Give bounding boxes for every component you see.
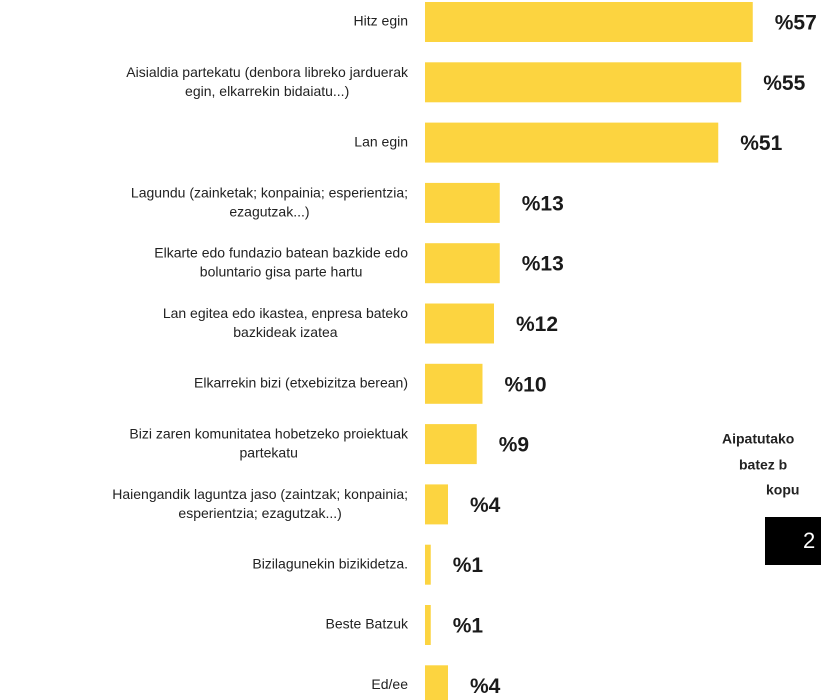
annotation-line: Aipatutako xyxy=(722,431,794,447)
category-label: Lan egitea edo ikastea, enpresa bateko ba… xyxy=(163,305,408,340)
category-label: Haiengandik laguntza jaso (zaintzak; kon… xyxy=(112,486,408,521)
bar xyxy=(425,363,483,404)
category-label: Bizilagunekin bizikidetza. xyxy=(252,555,408,571)
bar xyxy=(425,544,431,585)
value-label: %12 xyxy=(516,313,558,336)
value-label: %51 xyxy=(740,132,782,155)
annotation-value: 2 xyxy=(803,528,815,553)
bar xyxy=(425,605,431,645)
category-label: Aisialdia partekatu (denbora libreko jar… xyxy=(126,64,409,99)
value-label: %4 xyxy=(470,675,501,698)
category-label: Ed/ee xyxy=(371,676,408,692)
category-label: Bizi zaren komunitatea hobetzeko proiekt… xyxy=(129,425,409,460)
category-label: Lagundu (zainketak; konpainia; esperient… xyxy=(131,184,408,219)
bar xyxy=(425,424,477,465)
value-label: %9 xyxy=(499,434,529,457)
annotation-line: batez b xyxy=(739,457,787,473)
value-label: %10 xyxy=(505,373,547,396)
bar xyxy=(425,243,500,284)
bar xyxy=(425,665,448,700)
value-label: %1 xyxy=(453,615,484,638)
value-label: %13 xyxy=(522,192,564,215)
category-label: Elkarrekin bizi (etxebizitza berean) xyxy=(194,375,408,391)
value-label: %13 xyxy=(522,253,564,276)
category-label: Elkarte edo fundazio batean bazkide edo b… xyxy=(154,244,408,279)
bar xyxy=(425,2,753,42)
annotation-box xyxy=(765,517,821,565)
value-label: %57 xyxy=(775,12,817,35)
category-label: Lan egin xyxy=(354,133,408,149)
bar xyxy=(425,122,719,163)
value-label: %4 xyxy=(470,494,501,517)
category-label: Hitz egin xyxy=(354,13,408,29)
bar xyxy=(425,303,494,344)
value-label: %55 xyxy=(763,72,805,95)
annotation-line: kopu xyxy=(766,482,799,498)
category-label: Beste Batzuk xyxy=(326,616,409,632)
bar xyxy=(425,182,500,223)
value-label: %1 xyxy=(453,554,484,577)
bar xyxy=(425,484,448,525)
bar xyxy=(425,62,742,103)
